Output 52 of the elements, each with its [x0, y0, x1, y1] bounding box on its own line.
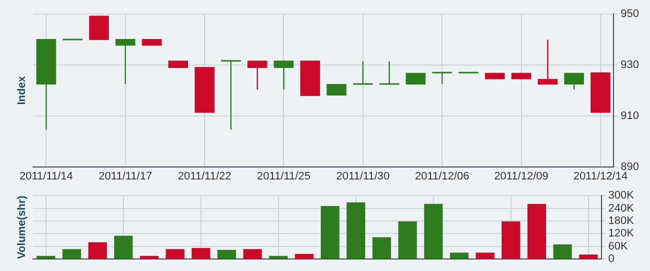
x-tick-label: 2011/11/22 [178, 170, 232, 182]
x-tick-label: 2011/11/30 [336, 170, 390, 182]
bar [88, 242, 107, 258]
y-tick-label: 950 [620, 8, 640, 20]
bar [553, 244, 572, 258]
x-tick-label: 2011/12/09 [494, 170, 548, 182]
candlestick [274, 60, 294, 90]
candlestick [115, 38, 136, 85]
y-axis-title: Volume(shr) [16, 195, 28, 259]
candlestick [220, 60, 242, 130]
y-tick-label: 890 [620, 160, 640, 173]
bar [502, 221, 520, 258]
bar [166, 249, 184, 258]
bar [62, 249, 82, 258]
y-tick-label: 930 [620, 58, 640, 71]
x-tick-label: 2011/11/14 [19, 170, 73, 182]
candlestick [326, 84, 346, 96]
bar [114, 236, 133, 258]
y-tick-label: 240K [608, 202, 635, 214]
x-tick-label: 2011/11/25 [257, 170, 310, 182]
bar [579, 254, 598, 258]
y-tick-label: 0 [608, 253, 614, 266]
bar [527, 204, 546, 258]
bar [372, 237, 392, 258]
candlestick [378, 60, 400, 85]
bar [269, 256, 288, 258]
bar [320, 206, 340, 258]
bar [243, 249, 262, 258]
y-tick-label: 300K [608, 190, 635, 202]
bar [36, 256, 56, 258]
bar [140, 256, 159, 258]
candlestick [352, 60, 374, 85]
x-tick-label: 2011/11/17 [98, 170, 152, 182]
candlestick [538, 39, 558, 86]
y-tick-label: 120K [608, 228, 635, 240]
candlestick [564, 72, 584, 90]
candlestick [247, 60, 268, 90]
candlestick [431, 72, 453, 85]
y-axis-title: Index [16, 75, 28, 105]
y-tick-label: 180K [608, 214, 635, 227]
y-tick-label: 60K [608, 240, 629, 252]
bar [346, 202, 366, 258]
bar [450, 252, 469, 258]
x-tick-label: 2011/12/06 [414, 170, 470, 182]
bar [294, 254, 314, 258]
x-tick-label: 2011/12/14 [573, 170, 628, 182]
bar [398, 221, 417, 258]
bar [192, 248, 210, 258]
bar [476, 252, 494, 258]
bar [424, 204, 443, 258]
bar [217, 250, 236, 258]
y-tick-label: 910 [620, 110, 640, 122]
